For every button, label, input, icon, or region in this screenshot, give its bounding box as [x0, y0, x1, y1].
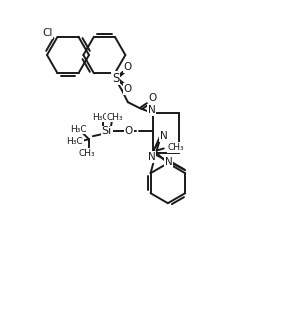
Text: O: O: [124, 62, 132, 72]
Text: O: O: [149, 93, 157, 103]
Text: Si: Si: [102, 126, 112, 136]
Text: Cl: Cl: [42, 28, 53, 38]
Text: H₃C: H₃C: [93, 113, 109, 122]
Text: O: O: [124, 84, 132, 94]
Text: CH₃: CH₃: [106, 113, 123, 122]
Text: CH₃: CH₃: [168, 143, 184, 152]
Text: CH₃: CH₃: [79, 149, 95, 158]
Text: N: N: [148, 152, 156, 162]
Text: S: S: [112, 72, 120, 85]
Text: O: O: [125, 126, 133, 136]
Text: N: N: [165, 157, 173, 167]
Text: H₃C: H₃C: [70, 125, 87, 134]
Text: H₃C: H₃C: [67, 137, 83, 146]
Text: N: N: [160, 131, 167, 141]
Text: N: N: [148, 105, 156, 115]
